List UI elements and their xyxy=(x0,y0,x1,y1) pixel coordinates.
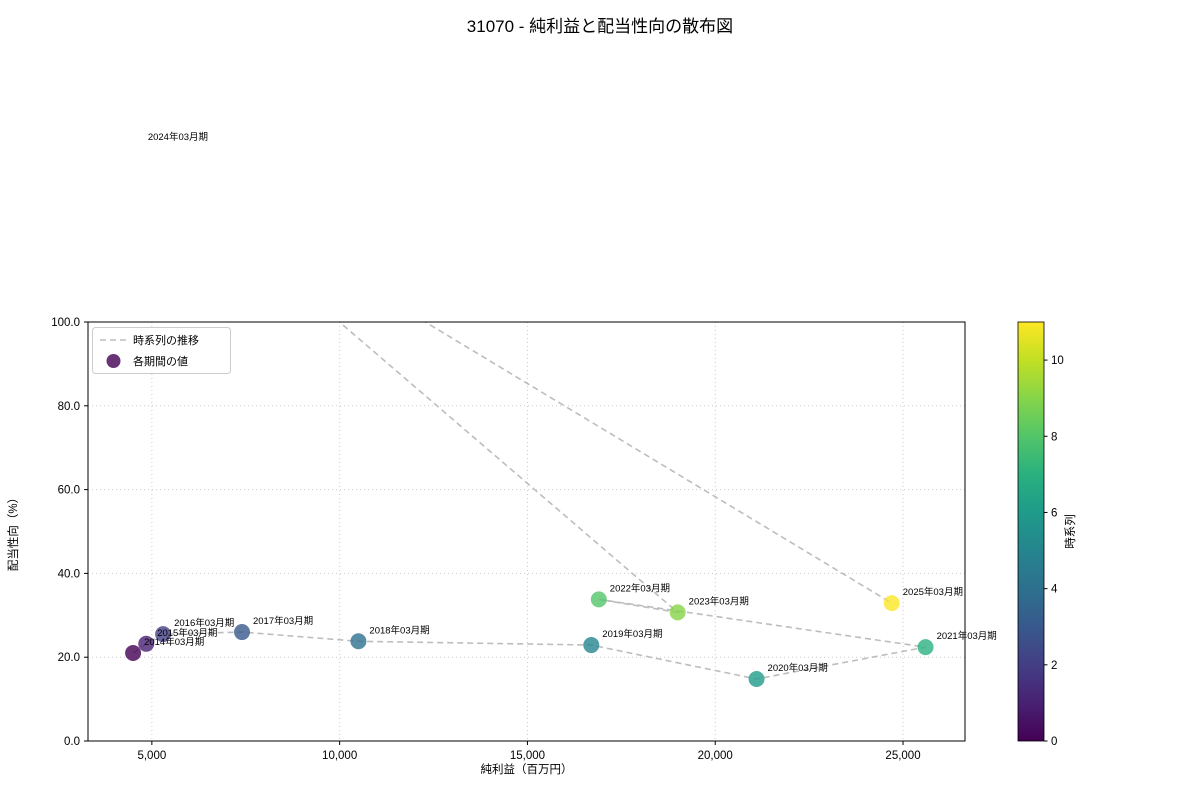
colorbar-label: 時系列 xyxy=(1063,514,1077,549)
colorbar-tick-label: 4 xyxy=(1051,584,1058,596)
legend-marker-sample xyxy=(106,354,121,368)
scatter-point xyxy=(138,635,155,652)
colorbar-tick-label: 8 xyxy=(1051,431,1057,443)
scatter-point xyxy=(590,591,607,608)
point-label: 2018年03月期 xyxy=(369,624,429,636)
scatter-point xyxy=(129,140,145,156)
scatter-point xyxy=(883,595,900,612)
scatter-point xyxy=(583,637,600,654)
point-label: 2016年03月期 xyxy=(174,617,234,629)
colorbar-tick-label: 10 xyxy=(1051,355,1064,367)
legend-line-label: 時系列の推移 xyxy=(133,333,199,347)
plot-clipped-group xyxy=(125,140,934,687)
scatter-point xyxy=(233,624,250,641)
y-tick-label: 0.0 xyxy=(64,736,80,748)
point-label: 2019年03月期 xyxy=(602,628,662,640)
y-tick-label: 20.0 xyxy=(58,652,80,664)
scatter-point xyxy=(125,645,142,662)
colorbar-bar xyxy=(1017,321,1045,742)
point-label: 2017年03月期 xyxy=(253,615,313,627)
scatter-point xyxy=(917,639,934,656)
colorbar: 0 2 4 6 8 10 時系列 xyxy=(1017,321,1077,748)
plot-border xyxy=(87,321,966,742)
trend-line xyxy=(132,322,926,680)
point-label: 2014年03月期 xyxy=(144,636,204,648)
point-label: 2022年03月期 xyxy=(610,582,670,594)
x-tick-label: 5,000 xyxy=(137,750,166,762)
x-tick-label: 25,000 xyxy=(885,750,920,762)
point-label: 2021年03月期 xyxy=(937,630,997,642)
y-tick-label: 100.0 xyxy=(51,317,80,329)
x-tick-label: 20,000 xyxy=(698,750,733,762)
y-tick-label: 60.0 xyxy=(58,485,80,497)
scatter-point xyxy=(669,604,686,621)
point-label: 2020年03月期 xyxy=(768,662,828,674)
legend-marker-label: 各期間の値 xyxy=(133,354,188,368)
colorbar-tick-label: 2 xyxy=(1051,660,1057,672)
scatter-point xyxy=(748,670,765,687)
x-tick-label: 10,000 xyxy=(322,750,357,762)
grid xyxy=(88,321,965,742)
chart-title: 31070 - 純利益と配当性向の散布図 xyxy=(466,17,734,36)
point-label: 2023年03月期 xyxy=(689,595,749,607)
scatter-point xyxy=(155,626,172,643)
scatter-point xyxy=(350,633,367,650)
point-label: 2015年03月期 xyxy=(157,627,217,639)
x-tick-label: 15,000 xyxy=(510,750,545,762)
y-axis-label: 配当性向（%） xyxy=(6,492,20,571)
x-axis-label: 純利益（百万円） xyxy=(481,762,573,776)
axis-ticks: 5,000 10,000 15,000 20,000 25,000 0.0 20.0 40.0… xyxy=(51,317,920,762)
point-label: 2024年03月期 xyxy=(148,131,208,143)
colorbar-tick-label: 6 xyxy=(1051,507,1057,519)
legend-box xyxy=(92,327,231,374)
colorbar-tick-label: 0 xyxy=(1051,736,1057,748)
y-tick-label: 80.0 xyxy=(58,401,80,413)
point-label: 2025年03月期 xyxy=(903,586,963,598)
y-tick-label: 40.0 xyxy=(58,568,80,580)
